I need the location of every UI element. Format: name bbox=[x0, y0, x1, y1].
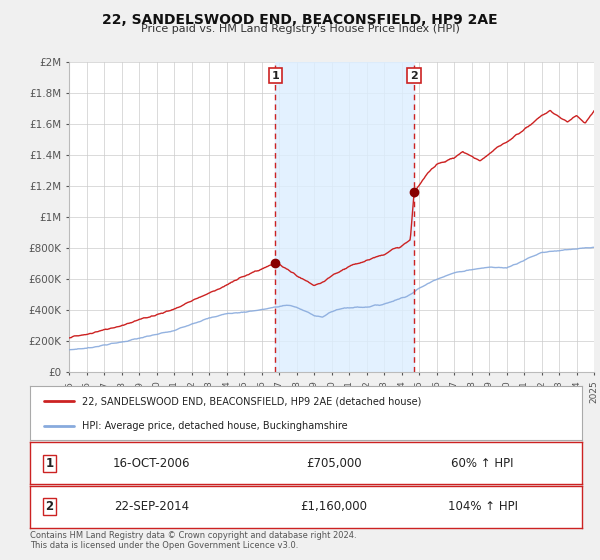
Bar bbox=[275, 62, 414, 372]
Text: £1,160,000: £1,160,000 bbox=[300, 500, 367, 513]
Text: 16-OCT-2006: 16-OCT-2006 bbox=[113, 457, 190, 470]
Text: HPI: Average price, detached house, Buckinghamshire: HPI: Average price, detached house, Buck… bbox=[82, 421, 348, 431]
Text: 2: 2 bbox=[45, 500, 53, 513]
Text: 1: 1 bbox=[271, 71, 279, 81]
Text: 22, SANDELSWOOD END, BEACONSFIELD, HP9 2AE (detached house): 22, SANDELSWOOD END, BEACONSFIELD, HP9 2… bbox=[82, 396, 422, 407]
Text: Price paid vs. HM Land Registry's House Price Index (HPI): Price paid vs. HM Land Registry's House … bbox=[140, 24, 460, 34]
Text: 22, SANDELSWOOD END, BEACONSFIELD, HP9 2AE: 22, SANDELSWOOD END, BEACONSFIELD, HP9 2… bbox=[102, 13, 498, 27]
Text: Contains HM Land Registry data © Crown copyright and database right 2024.
This d: Contains HM Land Registry data © Crown c… bbox=[30, 531, 356, 550]
Text: 22-SEP-2014: 22-SEP-2014 bbox=[114, 500, 189, 513]
Text: 60% ↑ HPI: 60% ↑ HPI bbox=[451, 457, 514, 470]
Text: 104% ↑ HPI: 104% ↑ HPI bbox=[448, 500, 518, 513]
Text: 1: 1 bbox=[45, 457, 53, 470]
Text: 2: 2 bbox=[410, 71, 418, 81]
Text: £705,000: £705,000 bbox=[306, 457, 361, 470]
